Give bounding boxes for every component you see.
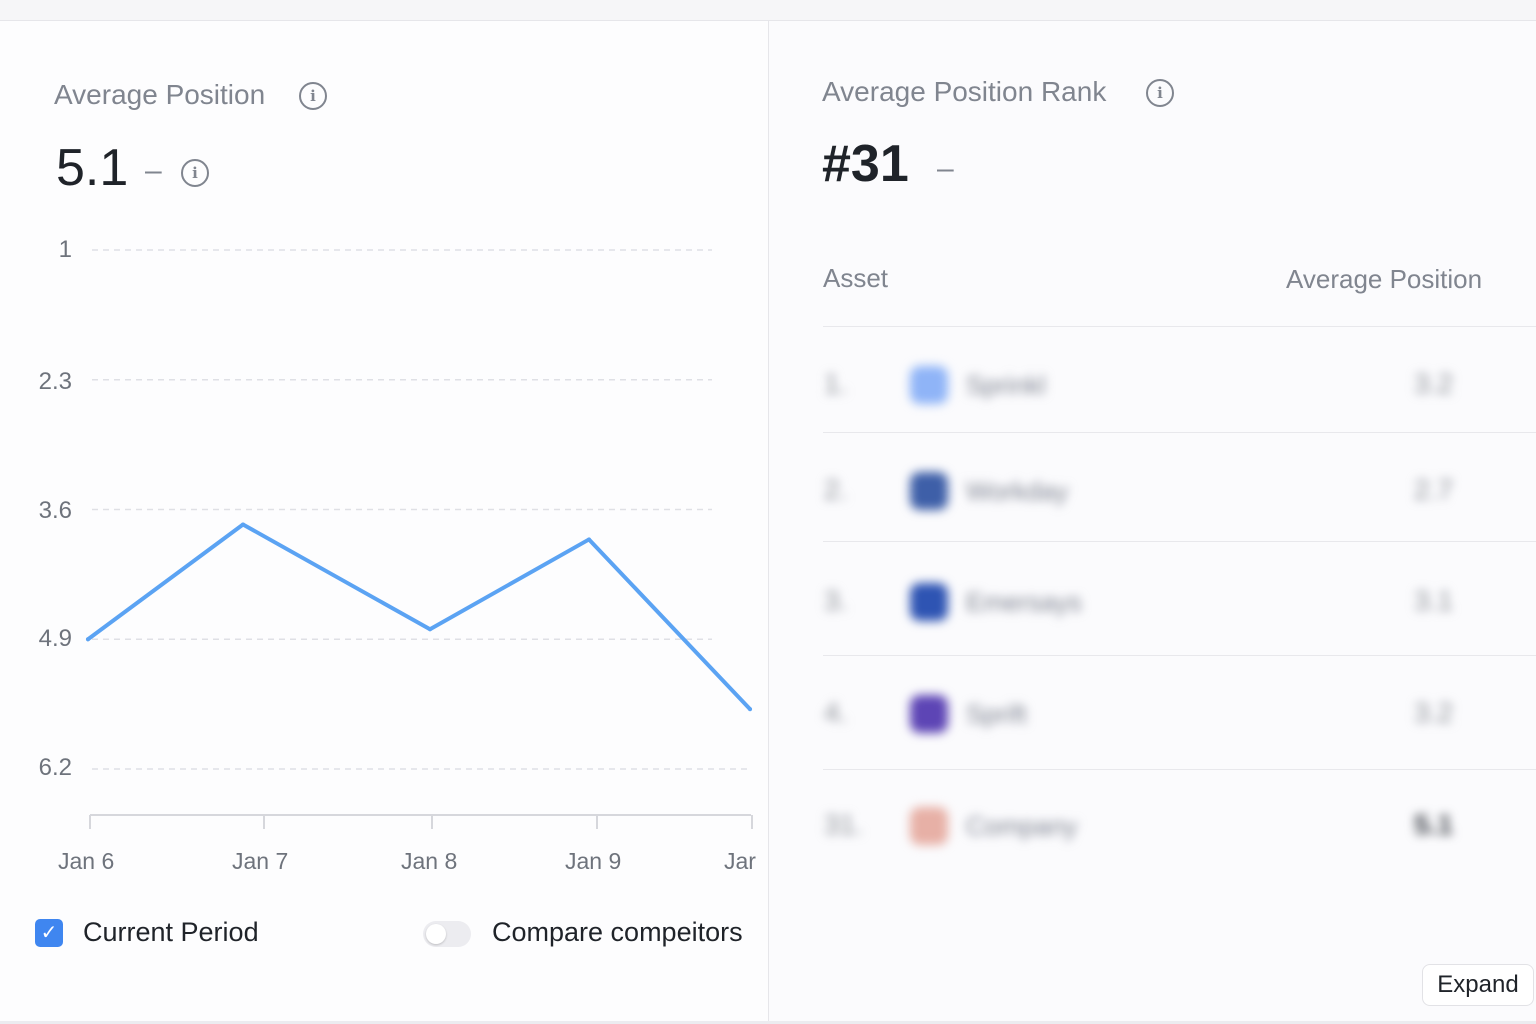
- change-dash: –: [145, 154, 162, 187]
- y-tick-label: 6.2: [38, 754, 72, 781]
- line-chart: [86, 249, 753, 829]
- data-point: [428, 627, 432, 632]
- asset-average-position: 3.2: [1414, 368, 1453, 399]
- header-divider: [823, 326, 1536, 327]
- rank-number: 2.: [824, 474, 848, 505]
- info-icon[interactable]: i: [1146, 79, 1174, 107]
- y-tick-label: 3.6: [38, 497, 72, 524]
- asset-average-position: 3.1: [1414, 585, 1453, 616]
- data-point: [86, 637, 90, 642]
- y-tick-label: 2.3: [38, 368, 72, 395]
- series-line: [86, 522, 752, 712]
- average-position-value: 5.1: [56, 139, 129, 197]
- row-divider: [823, 541, 1536, 542]
- info-icon[interactable]: i: [299, 82, 327, 110]
- compare-competitors-toggle[interactable]: [423, 921, 471, 947]
- asset-name: Workday: [966, 476, 1069, 506]
- data-point: [748, 707, 752, 712]
- expand-button[interactable]: Expand: [1422, 964, 1534, 1006]
- asset-logo-icon: [910, 583, 948, 621]
- x-tick-label: Jan 6: [58, 848, 115, 874]
- x-tick-label: Jan 9: [565, 848, 622, 874]
- rank-value: #31: [822, 135, 909, 193]
- current-period-label: Current Period: [83, 917, 259, 947]
- asset-average-position: 5.1: [1414, 809, 1453, 840]
- value-info-icon[interactable]: i: [181, 159, 209, 187]
- rank-title: Average Position Rank: [822, 76, 1107, 107]
- y-tick-label: 1: [58, 236, 72, 263]
- x-tick-label: Jan 8: [401, 848, 458, 874]
- x-tick-label: Jar: [724, 848, 756, 874]
- data-point: [241, 522, 245, 527]
- asset-name: Company: [966, 811, 1078, 841]
- asset-logo-icon: [910, 472, 948, 510]
- average-position-card: Average Position i 5.1 – i 1 2.3 3.6 4.9…: [0, 21, 769, 1024]
- asset-logo-icon: [910, 807, 948, 845]
- rank-number: 1.: [824, 368, 848, 399]
- rank-number: 4.: [824, 697, 848, 728]
- asset-average-position: 3.2: [1414, 697, 1453, 728]
- x-tick-label: Jan 7: [232, 848, 289, 874]
- current-period-checkbox[interactable]: ✓: [35, 919, 63, 947]
- toggle-knob: [426, 924, 446, 944]
- bottom-border: [0, 1021, 1536, 1024]
- asset-name: Emersays: [966, 587, 1082, 617]
- asset-logo-icon: [910, 366, 948, 404]
- data-point: [587, 537, 591, 542]
- column-header-average-position: Average Position: [1286, 264, 1483, 294]
- column-header-asset: Asset: [823, 263, 889, 293]
- change-dash: –: [937, 152, 954, 185]
- compare-competitors-label: Compare compeitors: [492, 917, 743, 947]
- y-tick-label: 4.9: [38, 625, 72, 652]
- rank-number: 3.: [824, 585, 848, 616]
- rank-number: 31.: [824, 809, 863, 840]
- row-divider: [823, 769, 1536, 770]
- asset-name: Sprinkl: [966, 370, 1046, 400]
- average-position-rank-card: Average Position Rank i #31 – Asset Aver…: [769, 21, 1536, 1024]
- top-bar: [0, 0, 1536, 21]
- asset-average-position: 2.7: [1414, 474, 1453, 505]
- average-position-title: Average Position: [54, 79, 266, 110]
- row-divider: [823, 432, 1536, 433]
- asset-logo-icon: [910, 695, 948, 733]
- asset-name: Sprift: [966, 699, 1027, 729]
- row-divider: [823, 655, 1536, 656]
